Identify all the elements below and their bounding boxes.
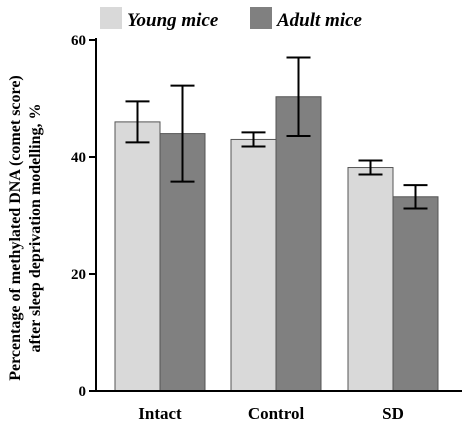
y-axis-label-line-1: Percentage of methylated DNA (comet scor… — [7, 75, 24, 381]
legend: Young mice Adult mice — [100, 7, 363, 31]
bar-adult-mice-sd — [392, 196, 439, 392]
x-tick-label: Control — [248, 404, 305, 423]
y-axis-label: Percentage of methylated DNA (comet scor… — [7, 75, 44, 381]
legend-label-young: Young mice — [127, 10, 219, 31]
legend-label-adult: Adult mice — [276, 10, 363, 31]
x-axis-labels: Intact Control SD — [138, 404, 404, 423]
bar-adult-mice-control — [275, 96, 322, 392]
legend-swatch-adult — [250, 7, 272, 29]
y-axis-ticks: 0 20 40 60 — [71, 33, 96, 400]
y-tick-label: 60 — [71, 33, 86, 49]
bar-young-mice-intact — [114, 121, 161, 392]
y-axis-label-line-2: after sleep deprivation modelling, % — [27, 103, 44, 352]
x-tick-label: Intact — [138, 404, 182, 423]
y-tick-label: 0 — [79, 384, 87, 400]
bar-young-mice-control — [230, 138, 277, 392]
legend-swatch-young — [100, 7, 122, 29]
y-tick-label: 40 — [71, 150, 86, 166]
bar-young-mice-sd — [347, 167, 394, 392]
x-tick-label: SD — [382, 404, 404, 423]
y-tick-label: 20 — [71, 267, 86, 283]
bars — [114, 56, 439, 392]
